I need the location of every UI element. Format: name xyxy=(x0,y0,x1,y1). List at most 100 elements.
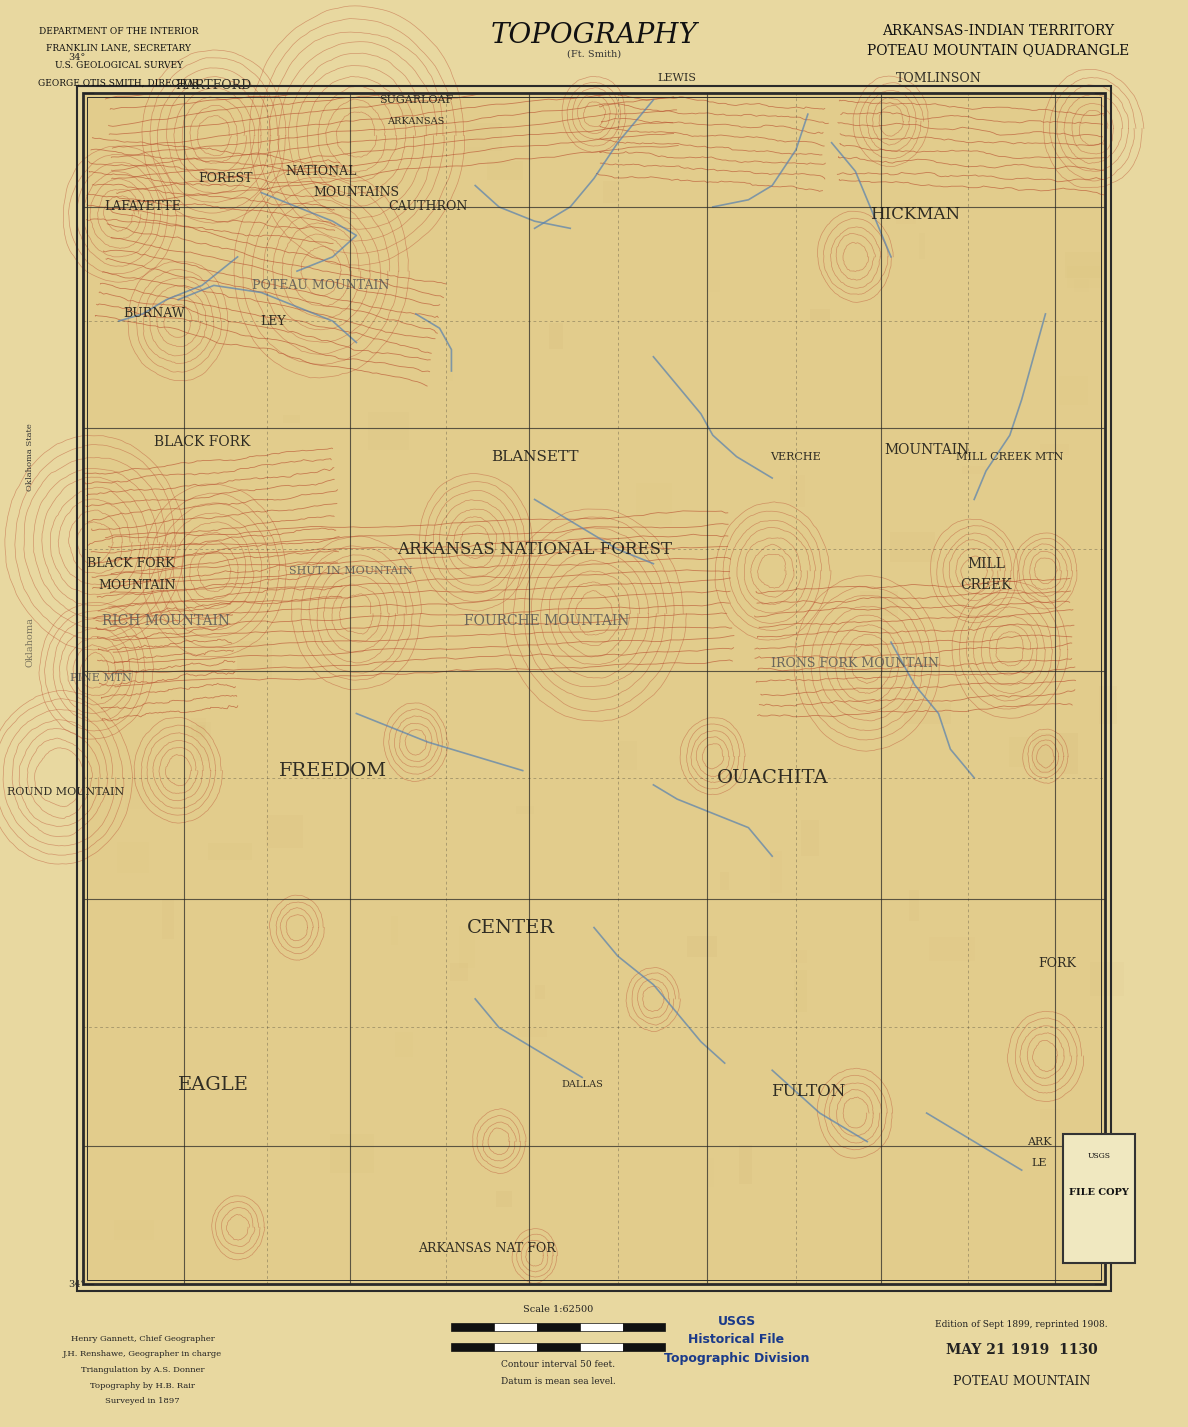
Bar xyxy=(87,97,1101,1280)
Bar xyxy=(580,1343,623,1351)
Bar xyxy=(1009,736,1029,766)
Text: USGS: USGS xyxy=(1087,1152,1111,1160)
Text: CENTER: CENTER xyxy=(467,919,555,936)
Text: Oklahoma: Oklahoma xyxy=(25,618,34,666)
Text: FREEDOM: FREEDOM xyxy=(278,762,387,779)
Bar xyxy=(602,181,619,203)
Bar xyxy=(810,310,830,320)
Text: VERCHE: VERCHE xyxy=(771,451,821,462)
Text: ARKANSAS: ARKANSAS xyxy=(387,117,444,126)
Bar xyxy=(537,1323,580,1331)
Bar xyxy=(330,1134,373,1173)
Text: J.H. Renshawe, Geographer in charge: J.H. Renshawe, Geographer in charge xyxy=(63,1350,222,1359)
Text: USGS: USGS xyxy=(718,1314,756,1329)
Text: BURNAW: BURNAW xyxy=(124,307,185,321)
Text: LEWIS: LEWIS xyxy=(658,73,696,84)
Bar xyxy=(1040,444,1069,455)
Text: Contour interval 50 feet.: Contour interval 50 feet. xyxy=(501,1360,615,1368)
Bar xyxy=(1099,686,1117,725)
Text: CAUTHRON: CAUTHRON xyxy=(388,200,467,214)
Text: MILL: MILL xyxy=(967,557,1005,571)
Bar xyxy=(623,1343,665,1351)
Bar xyxy=(368,412,409,450)
Text: RICH MOUNTAIN: RICH MOUNTAIN xyxy=(102,614,230,628)
Text: (Ft. Smith): (Ft. Smith) xyxy=(567,50,621,59)
Text: NATIONAL: NATIONAL xyxy=(285,164,356,178)
Bar xyxy=(451,1343,494,1351)
Bar xyxy=(891,532,935,562)
Bar xyxy=(266,815,303,848)
Text: GEORGE OTIS SMITH, DIRECTOR: GEORGE OTIS SMITH, DIRECTOR xyxy=(38,78,200,87)
Bar xyxy=(162,899,175,939)
Text: BLANSETT: BLANSETT xyxy=(491,450,579,464)
Bar xyxy=(904,702,950,723)
Bar xyxy=(494,1323,537,1331)
Text: LE: LE xyxy=(1031,1157,1048,1169)
Bar xyxy=(770,850,782,893)
Text: Topographic Division: Topographic Division xyxy=(664,1351,809,1366)
Bar xyxy=(516,806,533,813)
Text: OUACHITA: OUACHITA xyxy=(716,769,828,786)
Bar xyxy=(518,1029,548,1036)
Text: Henry Gannett, Chief Geographer: Henry Gannett, Chief Geographer xyxy=(70,1334,215,1343)
Bar xyxy=(83,93,1105,1284)
Bar xyxy=(794,970,807,1012)
Bar xyxy=(619,741,637,769)
Bar xyxy=(580,1323,623,1331)
Bar xyxy=(896,203,916,224)
Bar xyxy=(962,467,986,474)
Bar xyxy=(537,1343,580,1351)
Bar xyxy=(83,93,1105,1284)
Bar xyxy=(1091,962,1124,996)
Bar xyxy=(391,916,398,945)
Bar xyxy=(487,161,523,180)
Text: FRANKLIN LANE, SECRETARY: FRANKLIN LANE, SECRETARY xyxy=(46,44,191,53)
Text: TOPOGRAPHY: TOPOGRAPHY xyxy=(491,23,697,49)
Bar xyxy=(909,890,920,922)
Text: Edition of Sept 1899, reprinted 1908.: Edition of Sept 1899, reprinted 1908. xyxy=(935,1320,1108,1329)
Bar xyxy=(1031,732,1078,773)
Bar xyxy=(1059,377,1088,405)
Text: TOMLINSON: TOMLINSON xyxy=(896,71,981,86)
Text: 34°: 34° xyxy=(69,1280,86,1289)
Text: HICKMAN: HICKMAN xyxy=(870,205,960,223)
Text: DEPARTMENT OF THE INTERIOR: DEPARTMENT OF THE INTERIOR xyxy=(39,27,198,36)
Text: PINE MTN: PINE MTN xyxy=(70,672,132,684)
Text: MOUNTAIN: MOUNTAIN xyxy=(884,442,969,457)
Bar xyxy=(402,110,415,117)
Bar xyxy=(451,1323,494,1331)
Text: CREEK: CREEK xyxy=(960,578,1012,592)
Bar xyxy=(463,147,510,164)
Bar xyxy=(283,415,301,424)
Bar xyxy=(447,370,454,381)
Bar xyxy=(790,950,807,963)
Bar xyxy=(125,775,148,809)
Text: ARKANSAS NATIONAL FOREST: ARKANSAS NATIONAL FOREST xyxy=(397,541,672,558)
Text: Scale 1:62500: Scale 1:62500 xyxy=(523,1306,594,1314)
Bar xyxy=(495,1192,512,1207)
Bar xyxy=(196,722,210,761)
Text: ARKANSAS NAT FOR: ARKANSAS NAT FOR xyxy=(418,1241,556,1256)
Bar xyxy=(208,843,252,859)
Bar xyxy=(1066,251,1102,278)
Bar xyxy=(449,963,468,982)
Bar xyxy=(459,926,475,969)
Text: DALLAS: DALLAS xyxy=(561,1080,604,1089)
Text: POTEAU MOUNTAIN: POTEAU MOUNTAIN xyxy=(953,1374,1091,1388)
Text: ROUND MOUNTAIN: ROUND MOUNTAIN xyxy=(7,786,124,798)
Bar xyxy=(790,475,805,508)
Bar xyxy=(801,821,819,856)
Bar xyxy=(371,602,383,638)
Text: Surveyed in 1897: Surveyed in 1897 xyxy=(106,1397,179,1406)
Bar xyxy=(77,86,1111,1291)
Text: FOURCHE MOUNTAIN: FOURCHE MOUNTAIN xyxy=(463,614,630,628)
Text: Historical File: Historical File xyxy=(689,1333,784,1347)
Text: FULTON: FULTON xyxy=(771,1083,845,1100)
Text: BLACK FORK: BLACK FORK xyxy=(87,557,175,571)
Bar xyxy=(688,936,716,958)
Text: 34°: 34° xyxy=(69,53,86,61)
Bar xyxy=(238,641,272,679)
Text: LAFAYETTE: LAFAYETTE xyxy=(105,200,181,214)
Bar xyxy=(918,234,925,258)
Bar xyxy=(860,591,898,615)
